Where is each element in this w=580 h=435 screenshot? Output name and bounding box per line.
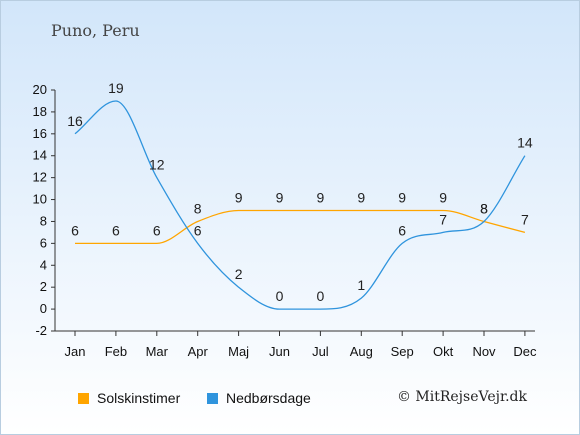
sun-series-line: [74, 209, 526, 245]
y-tick-label: 0: [40, 301, 47, 316]
y-tick-label: 20: [33, 82, 47, 97]
sun-data-label: 6: [112, 222, 120, 238]
sun-data-label: 8: [194, 200, 202, 216]
credit-text: © MitRejseVejr.dk: [396, 389, 527, 405]
sun-data-label: 6: [71, 222, 79, 238]
sun-data-label: 7: [521, 211, 529, 227]
legend-swatch-rain: [207, 392, 218, 404]
rain-data-label: 7: [439, 211, 447, 227]
sun-data-label: 9: [357, 190, 365, 206]
rain-data-label: 12: [149, 157, 165, 173]
y-tick-label: 8: [40, 213, 47, 228]
y-tick-label: 18: [33, 104, 47, 119]
sun-data-label: 6: [153, 222, 161, 238]
rain-series-line: [74, 100, 526, 310]
rain-data-label: 2: [235, 266, 243, 282]
y-tick-label: 16: [33, 126, 47, 141]
x-tick-label: Maj: [228, 344, 249, 359]
y-tick-label: -2: [35, 323, 47, 338]
legend-swatch-sun: [78, 392, 89, 404]
sun-data-label: 9: [276, 190, 284, 206]
sun-data-label: 9: [398, 190, 406, 206]
rain-data-label: 6: [194, 222, 202, 238]
rain-data-label: 0: [276, 288, 284, 304]
rain-data-label: 6: [398, 222, 406, 238]
x-tick-label: Okt: [433, 344, 454, 359]
x-tick-label: Sep: [391, 344, 414, 359]
x-tick-label: Jun: [269, 344, 290, 359]
y-tick-label: 14: [33, 148, 47, 163]
x-tick-label: Jan: [65, 344, 86, 359]
y-tick-label: 6: [40, 235, 47, 250]
x-tick-label: Nov: [472, 344, 496, 359]
x-tick-label: Dec: [513, 344, 537, 359]
y-tick-label: 2: [40, 279, 47, 294]
legend-label-rain: Nedbørsdage: [226, 390, 311, 406]
sun-data-label: 8: [480, 200, 488, 216]
location-title: Puno, Peru: [51, 21, 140, 40]
sun-data-label: 9: [235, 190, 243, 206]
rain-data-label: 8: [480, 200, 488, 216]
sun-data-label: 9: [439, 190, 447, 206]
sun-data-label: 9: [317, 190, 325, 206]
x-tick-label: Mar: [146, 344, 169, 359]
x-tick-label: Aug: [350, 344, 373, 359]
x-tick-label: Apr: [188, 344, 209, 359]
legend-item-sun: Solskinstimer: [78, 390, 180, 406]
rain-data-label: 1: [357, 277, 365, 293]
rain-data-label: 14: [517, 135, 533, 151]
y-tick-label: 10: [33, 192, 47, 207]
legend-label-sun: Solskinstimer: [97, 390, 181, 406]
rain-data-label: 19: [108, 80, 124, 96]
x-tick-label: Jul: [312, 344, 329, 359]
rain-data-label: 16: [67, 113, 83, 129]
y-tick-label: 12: [33, 170, 47, 185]
x-tick-label: Feb: [105, 344, 127, 359]
legend-item-rain: Nedbørsdage: [207, 390, 311, 406]
rain-data-label: 0: [317, 288, 325, 304]
y-tick-label: 4: [40, 257, 47, 272]
